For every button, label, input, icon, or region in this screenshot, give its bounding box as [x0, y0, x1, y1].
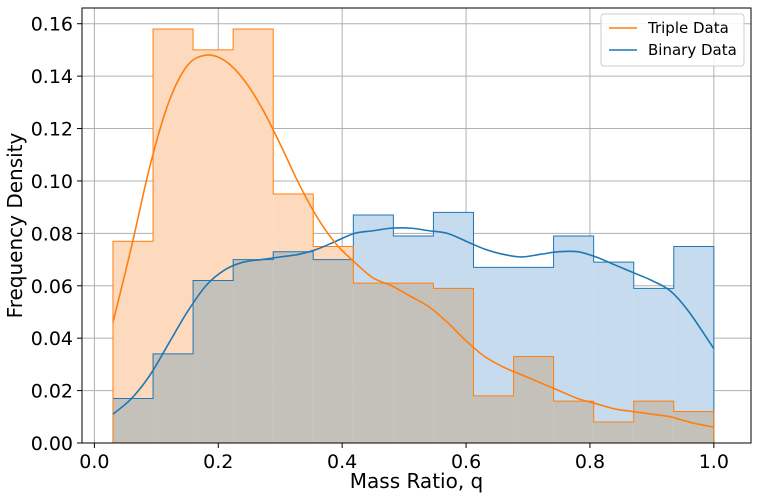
y-tick-label-3: 0.06 — [31, 276, 73, 298]
bar-overlap-8 — [433, 288, 474, 443]
x-tick-label-5: 1.0 — [699, 451, 729, 473]
legend-label-0: Triple Data — [647, 19, 729, 37]
kde-line-triple-data — [112, 54, 714, 429]
y-tick-label-4: 0.08 — [31, 223, 73, 245]
bar-top-2 — [193, 49, 234, 281]
histogram-steps — [112, 28, 715, 443]
bar-overlap-3 — [233, 259, 274, 443]
bar-top-3 — [233, 28, 274, 260]
histogram-fill — [112, 28, 714, 423]
y-axis-ticks: 0.00 0.02 0.04 0.06 0.08 0.10 0.12 0.14 0.16 — [31, 14, 82, 455]
bar-overlap-14 — [673, 411, 714, 443]
x-tick-label-3: 0.6 — [451, 451, 481, 473]
bar-top-4 — [273, 194, 314, 252]
y-axis-label: Frequency Density — [3, 132, 27, 318]
y-tick-label-2: 0.04 — [31, 328, 73, 350]
x-tick-label-4: 0.8 — [575, 451, 605, 473]
y-tick-label-5: 0.10 — [31, 171, 73, 193]
legend-box — [600, 13, 745, 67]
bar-overlap-4 — [273, 251, 314, 443]
x-tick-label-0: 0.0 — [79, 451, 109, 473]
y-tick-label-1: 0.02 — [31, 381, 73, 403]
bar-overlap-7 — [393, 283, 434, 443]
histogram-step-binary-data — [112, 211, 715, 443]
y-tick-label-0: 0.00 — [31, 433, 73, 455]
bar-top-0 — [112, 241, 154, 399]
bar-top-6 — [353, 215, 394, 284]
bar-top-7 — [393, 235, 434, 284]
kde-curves — [112, 54, 715, 429]
bar-top-8 — [433, 212, 474, 289]
x-tick-label-2: 0.4 — [327, 451, 357, 473]
x-axis-label: Mass Ratio, q — [350, 469, 483, 493]
kde-line-binary-data — [112, 226, 715, 415]
bar-overlap-10 — [513, 356, 554, 443]
bar-top-13 — [633, 288, 674, 402]
histogram-step-triple-data — [112, 28, 715, 443]
bar-top-5 — [313, 246, 354, 260]
bar-overlap-11 — [553, 401, 594, 443]
bar-overlap-5 — [313, 259, 354, 443]
y-tick-label-7: 0.14 — [31, 66, 73, 88]
y-tick-label-8: 0.16 — [31, 14, 73, 36]
histogram-overlap — [112, 251, 714, 443]
x-axis-ticks: 0.0 0.2 0.4 0.6 0.8 1.0 — [79, 443, 729, 473]
bar-overlap-0 — [112, 398, 154, 443]
bar-overlap-13 — [633, 401, 674, 443]
x-tick-label-1: 0.2 — [203, 451, 233, 473]
bar-top-14 — [673, 246, 714, 412]
bar-top-10 — [513, 267, 554, 357]
bar-top-12 — [593, 262, 634, 423]
bar-overlap-12 — [593, 422, 634, 443]
legend-label-1: Binary Data — [648, 41, 737, 59]
legend: Triple Data Binary Data — [600, 13, 745, 67]
bar-overlap-1 — [153, 353, 194, 443]
bar-top-1 — [153, 28, 194, 354]
bar-top-11 — [553, 235, 594, 402]
bar-top-9 — [473, 267, 514, 396]
bar-overlap-2 — [193, 280, 234, 443]
bar-overlap-9 — [473, 395, 514, 443]
y-tick-label-6: 0.12 — [31, 119, 73, 141]
bar-overlap-6 — [353, 283, 394, 443]
plot-frame — [81, 7, 752, 444]
